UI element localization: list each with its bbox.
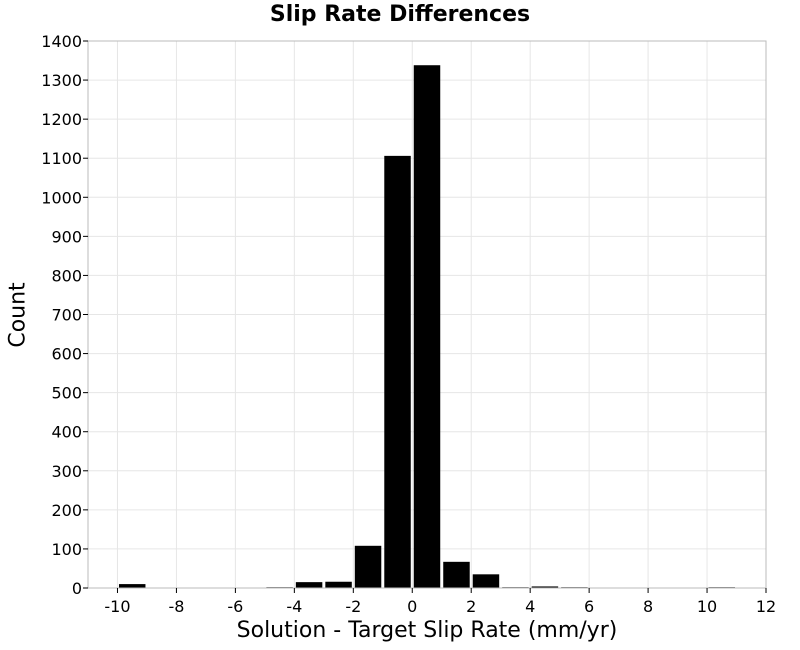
x-tick-label: -10 — [104, 597, 130, 616]
x-tick-label: 8 — [643, 597, 653, 616]
histogram-bar — [384, 155, 411, 588]
y-tick-label: 1200 — [41, 110, 82, 129]
histogram-bar — [531, 586, 559, 588]
y-tick-label: 400 — [51, 423, 82, 442]
y-tick-label: 800 — [51, 266, 82, 285]
histogram-bar — [472, 574, 500, 588]
x-tick-label: -6 — [227, 597, 243, 616]
y-tick-label: 1000 — [41, 188, 82, 207]
y-tick-label: 500 — [51, 384, 82, 403]
y-tick-label: 700 — [51, 306, 82, 325]
y-tick-label: 1400 — [41, 32, 82, 51]
x-tick-label: 0 — [407, 597, 417, 616]
histogram-bar — [325, 581, 352, 588]
y-tick-label: 1300 — [41, 71, 82, 90]
x-tick-label: 6 — [584, 597, 594, 616]
y-tick-label: 600 — [51, 345, 82, 364]
y-tick-label: 300 — [51, 462, 82, 481]
y-tick-label: 900 — [51, 227, 82, 246]
y-tick-label: 0 — [72, 579, 82, 598]
histogram-bar — [118, 584, 146, 588]
y-tick-label: 1100 — [41, 149, 82, 168]
histogram-bar — [295, 582, 323, 588]
x-tick-label: -8 — [168, 597, 184, 616]
x-axis-label: Solution - Target Slip Rate (mm/yr) — [236, 618, 618, 643]
histogram-bar — [413, 65, 441, 588]
y-tick-label: 200 — [51, 501, 82, 520]
chart-title: Slip Rate Differences — [269, 2, 531, 27]
x-tick-label: 12 — [756, 597, 776, 616]
x-tick-label: -4 — [286, 597, 302, 616]
histogram-bar — [354, 545, 382, 588]
histogram-bar — [443, 561, 470, 588]
x-tick-label: 2 — [466, 597, 476, 616]
y-axis-label: Count — [5, 282, 31, 348]
x-tick-label: 4 — [525, 597, 535, 616]
y-tick-label: 100 — [51, 540, 82, 559]
x-tick-label: 10 — [697, 597, 717, 616]
x-tick-label: -2 — [345, 597, 361, 616]
